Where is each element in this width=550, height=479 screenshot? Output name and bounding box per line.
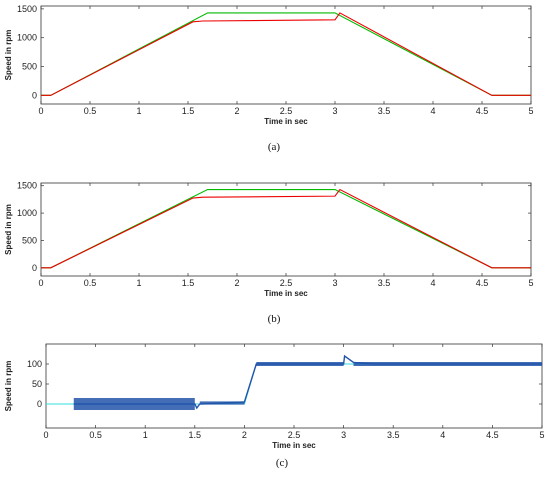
panel-caption: (a)	[268, 141, 281, 153]
x-tick-label: 1.5	[189, 430, 202, 440]
x-tick-label: 2.5	[280, 278, 293, 288]
x-tick-label: 2.5	[288, 430, 301, 440]
y-tick-label: 1500	[17, 4, 37, 14]
x-tick-label: 0	[38, 106, 43, 116]
series-line-1	[41, 188, 531, 269]
x-tick-label: 4.5	[486, 430, 499, 440]
x-tick-label: 3.5	[387, 430, 400, 440]
x-tick-label: 3	[341, 430, 346, 440]
y-tick-label: 500	[22, 235, 37, 245]
x-tick-label: 3	[332, 278, 337, 288]
x-tick-label: 2	[242, 430, 247, 440]
x-tick-label: 1.5	[182, 278, 195, 288]
x-tick-label: 2	[234, 278, 239, 288]
x-tick-label: 4	[430, 106, 435, 116]
y-tick-label: 1000	[17, 33, 37, 43]
series-line-1	[73, 354, 542, 410]
x-tick-label: 1	[136, 106, 141, 116]
y-tick-label: 1500	[17, 181, 37, 191]
series-line-1	[41, 12, 531, 96]
x-tick-label: 5	[528, 278, 533, 288]
x-tick-label: 2.5	[280, 106, 293, 116]
x-tick-label: 4.5	[476, 106, 489, 116]
x-tick-label: 2	[234, 106, 239, 116]
y-tick-label: 0	[37, 399, 42, 409]
panel-caption: (c)	[276, 457, 289, 469]
x-tick-label: 0	[43, 430, 48, 440]
y-axis-label: Speed in rpm	[4, 361, 13, 412]
x-tick-label: 0	[38, 278, 43, 288]
x-tick-label: 5	[539, 430, 544, 440]
series-line-0	[41, 12, 531, 96]
x-tick-label: 3.5	[378, 106, 391, 116]
x-tick-label: 5	[528, 106, 533, 116]
x-tick-label: 0.5	[84, 278, 97, 288]
y-tick-label: 0	[32, 263, 37, 273]
x-tick-label: 3	[332, 106, 337, 116]
y-tick-label: 100	[27, 359, 42, 369]
x-tick-label: 4	[430, 278, 435, 288]
x-tick-label: 4.5	[476, 278, 489, 288]
y-tick-label: 50	[32, 379, 42, 389]
chart-panel-a: 0 0.5 1 1.5 2 2.5 3 3.5 4 4.5 5 0 500 1000 1500 Time in…	[4, 4, 534, 153]
series-line-0	[41, 189, 531, 269]
x-axis-label: Time in sec	[272, 441, 316, 450]
y-tick-label: 500	[22, 62, 37, 72]
x-tick-label: 0.5	[89, 430, 102, 440]
x-axis-label: Time in sec	[264, 289, 308, 298]
y-tick-label: 0	[32, 90, 37, 100]
x-tick-label: 1.5	[182, 106, 195, 116]
x-tick-label: 4	[440, 430, 445, 440]
x-axis-label: Time in sec	[264, 117, 308, 126]
x-tick-label: 3.5	[378, 278, 391, 288]
plot-frame	[45, 343, 543, 429]
x-tick-label: 1	[143, 430, 148, 440]
y-axis-label: Speed in rpm	[4, 30, 13, 81]
panel-caption: (b)	[268, 313, 281, 325]
y-tick-label: 1000	[17, 208, 37, 218]
x-tick-label: 0.5	[84, 106, 97, 116]
y-axis-label: Speed in rpm	[4, 204, 13, 255]
x-tick-label: 1	[136, 278, 141, 288]
chart-panel-b: 0 0.5 1 1.5 2 2.5 3 3.5 4 4.5 5 0 500 1000 1500 Time in…	[4, 181, 534, 325]
